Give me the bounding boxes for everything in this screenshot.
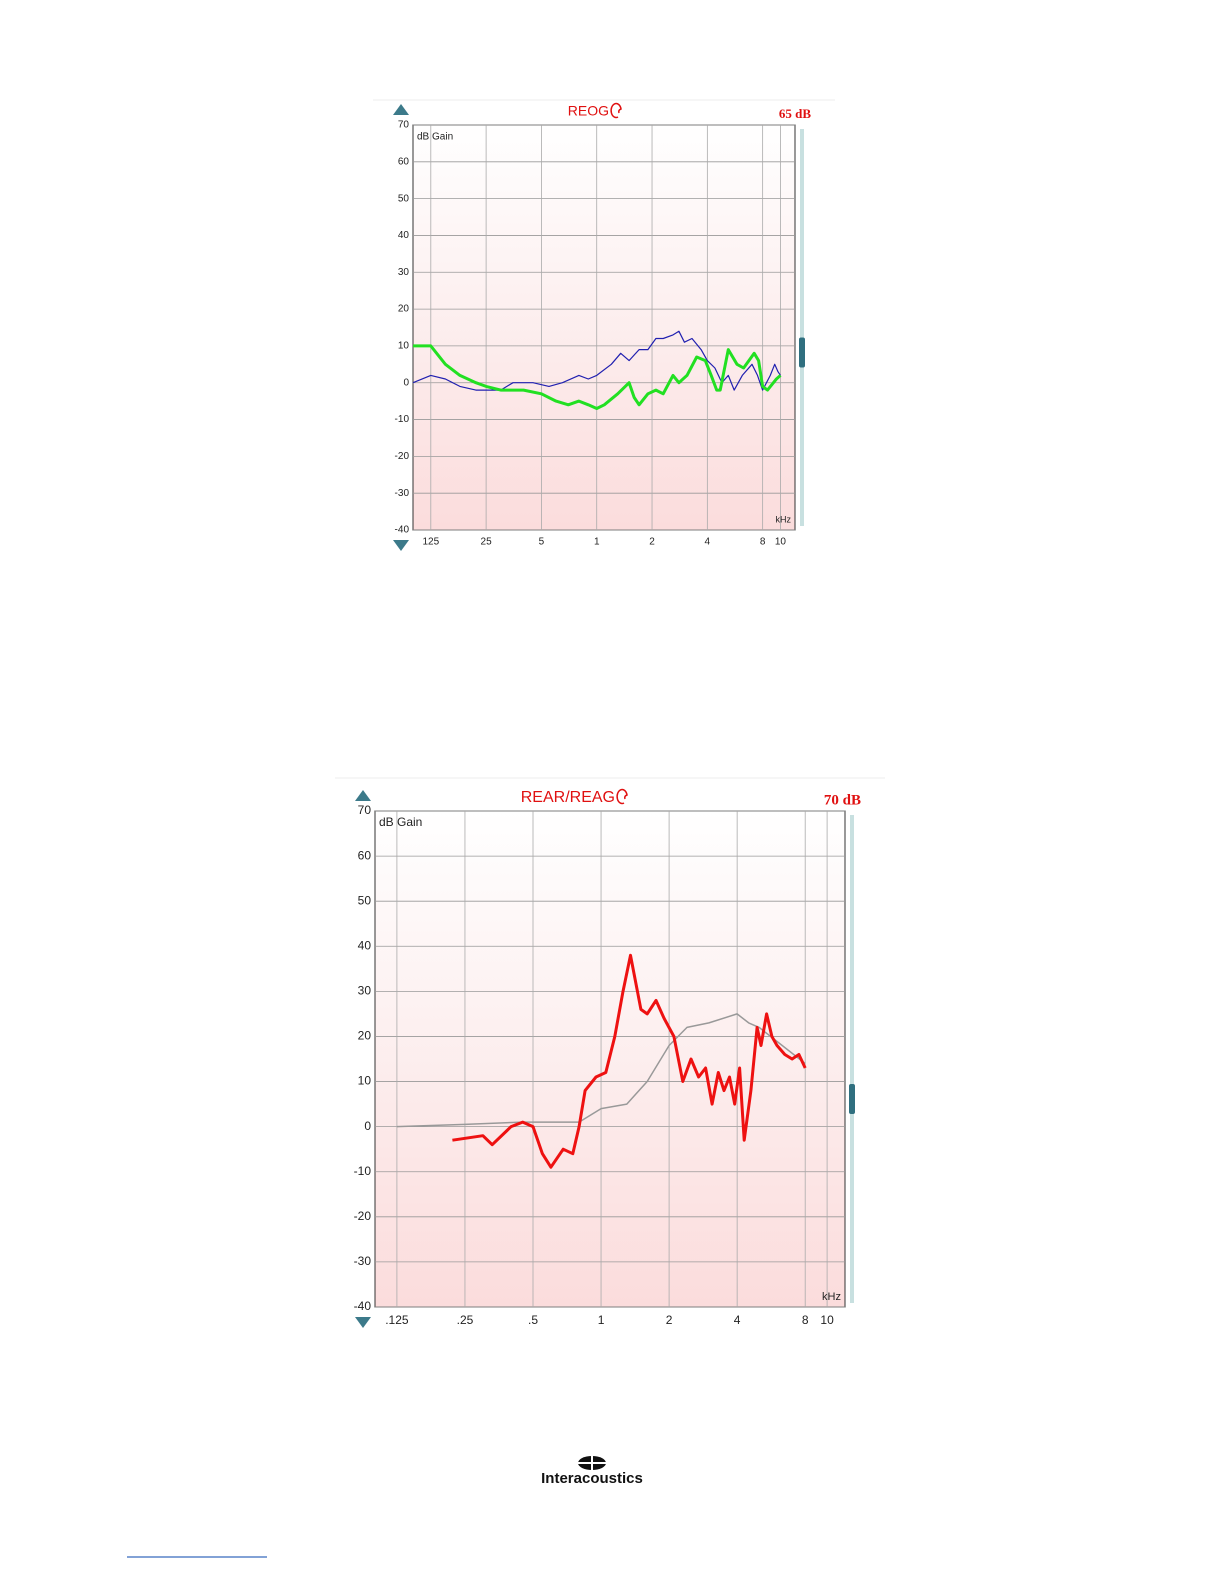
y-tick-label: 0 — [364, 1119, 371, 1133]
y-tick-label: 10 — [398, 341, 410, 352]
x-tick-label: 5 — [539, 537, 545, 548]
y-tick-label: 50 — [398, 193, 410, 204]
y-tick-label: 10 — [358, 1074, 372, 1088]
x-tick-label: .25 — [457, 1313, 474, 1327]
y-tick-label: 20 — [358, 1029, 372, 1043]
y-tick-label: 60 — [398, 156, 410, 167]
x-tick-label: .5 — [528, 1313, 538, 1327]
chart: 70 60 50 40 30 20 10 0 -10 -20 -30 -40 125 25 5 1 2 4 8 10 d… — [373, 99, 835, 551]
x-tick-label: 8 — [802, 1313, 809, 1327]
chart: 70 60 50 40 30 20 10 0 -10 -20 -30 -40 .125 .25 .5 1 2 4 8… — [335, 777, 885, 1328]
y-tick-label: 40 — [358, 938, 372, 952]
slider-thumb — [799, 337, 805, 368]
y-tick-label: 0 — [403, 377, 409, 388]
y-tick-label: 70 — [358, 803, 372, 817]
slider-thumb — [849, 1084, 855, 1114]
x-tick-label: 4 — [734, 1313, 741, 1327]
data-line — [413, 344, 782, 410]
x-tick-label: 10 — [775, 537, 787, 548]
y-axis-label: dB Gain — [379, 815, 422, 829]
data-line — [452, 953, 807, 1169]
level-label: 65 dB — [779, 106, 811, 121]
x-axis-label: kHz — [776, 514, 792, 524]
data-line — [412, 330, 781, 391]
y-tick-label: 30 — [398, 267, 410, 278]
up-arrow — [355, 790, 371, 801]
x-tick-label: .125 — [385, 1313, 409, 1327]
y-tick-label: -10 — [395, 414, 410, 425]
down-arrow — [355, 1317, 371, 1328]
ear-icon — [610, 102, 622, 119]
x-tick-label: 4 — [705, 537, 711, 548]
y-tick-label: -30 — [354, 1254, 372, 1268]
x-tick-label: 8 — [760, 537, 766, 548]
y-tick-label: -40 — [354, 1299, 372, 1313]
y-tick-label: 70 — [398, 120, 410, 131]
x-tick-label: 125 — [422, 537, 439, 548]
y-tick-label: -30 — [395, 488, 410, 499]
x-tick-label: 1 — [598, 1313, 605, 1327]
x-tick-label: 25 — [481, 537, 493, 548]
logo: Interacoustics — [541, 1456, 643, 1487]
up-arrow — [393, 104, 409, 115]
chart-title: REOG — [568, 103, 609, 119]
logo-text: Interacoustics — [541, 1470, 643, 1487]
x-tick-label: 1 — [594, 537, 600, 548]
y-axis-label: dB Gain — [417, 132, 453, 143]
y-tick-label: 30 — [358, 984, 372, 998]
down-arrow — [393, 540, 409, 551]
data-line — [396, 1013, 806, 1128]
ear-icon — [616, 788, 628, 805]
y-tick-label: -40 — [395, 525, 410, 536]
chart-title: REAR/REAG — [521, 789, 615, 806]
plot-area — [412, 124, 796, 531]
x-tick-label: 10 — [820, 1313, 834, 1327]
y-tick-label: -10 — [354, 1164, 372, 1178]
y-tick-label: 20 — [398, 304, 410, 315]
x-axis-label: kHz — [822, 1291, 841, 1303]
y-tick-label: 40 — [398, 230, 410, 241]
y-tick-label: -20 — [354, 1209, 372, 1223]
y-tick-label: 50 — [358, 893, 372, 907]
x-tick-label: 2 — [666, 1313, 673, 1327]
y-tick-label: 60 — [358, 848, 372, 862]
level-label: 70 dB — [824, 792, 861, 808]
y-tick-label: -20 — [395, 451, 410, 462]
x-tick-label: 2 — [649, 537, 655, 548]
